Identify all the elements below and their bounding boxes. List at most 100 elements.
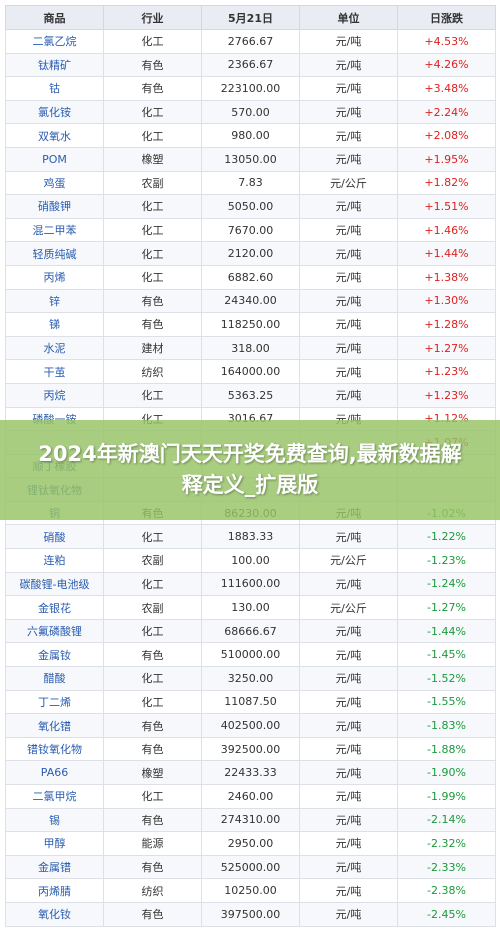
table-row: 干茧 纺织 164000.00 元/吨 +1.23% [5,359,496,384]
change-cell: +1.38% [397,264,496,290]
header-daily-change: 日涨跌 [397,5,496,30]
sector-cell: 化工 [103,666,202,691]
unit-cell: 元/公斤 [299,170,398,196]
sector-cell: 有色 [103,736,202,762]
unit-cell: 元/吨 [299,831,398,856]
header-sector: 行业 [103,5,202,30]
price-cell: 402500.00 [201,713,300,738]
table-row: 轻质纯碱 化工 2120.00 元/吨 +1.44% [5,241,496,266]
change-cell: +1.44% [397,241,496,266]
price-cell: 397500.00 [201,901,300,927]
sector-cell: 化工 [103,99,202,125]
commodity-name-cell: 氯化铵 [5,99,104,125]
sector-cell: 有色 [103,807,202,833]
price-cell: 2120.00 [201,241,300,266]
unit-cell: 元/吨 [299,642,398,668]
table-header-row: 商品 行业 5月21日 单位 日涨跌 [5,5,496,30]
price-cell: 11087.50 [201,689,300,715]
commodity-name-cell: 醋酸 [5,666,104,691]
sector-cell: 化工 [103,784,202,809]
commodity-name-cell: 丙烷 [5,382,104,408]
commodity-name-cell: 硝酸钾 [5,194,104,219]
price-cell: 130.00 [201,595,300,620]
change-cell: -2.14% [397,807,496,833]
unit-cell: 元/吨 [299,123,398,148]
sector-cell: 纺织 [103,878,202,903]
price-cell: 7.83 [201,170,300,196]
price-cell: 100.00 [201,548,300,573]
unit-cell: 元/吨 [299,666,398,691]
sector-cell: 能源 [103,831,202,856]
sector-cell: 农副 [103,595,202,620]
unit-cell: 元/吨 [299,194,398,219]
table-row: 丙烯腈 纺织 10250.00 元/吨 -2.38% [5,878,496,903]
table-row: 硝酸钾 化工 5050.00 元/吨 +1.51% [5,194,496,219]
commodity-name-cell: 轻质纯碱 [5,241,104,266]
commodity-name-cell: 金银花 [5,595,104,620]
commodity-name-cell: 镨钕氧化物 [5,736,104,762]
table-row: 氧化镨 有色 402500.00 元/吨 -1.83% [5,713,496,738]
unit-cell: 元/吨 [299,760,398,785]
unit-cell: 元/公斤 [299,595,398,620]
sector-cell: 化工 [103,382,202,408]
price-cell: 2460.00 [201,784,300,809]
commodity-name-cell: 碳酸锂-电池级 [5,571,104,597]
sector-cell: 有色 [103,901,202,927]
price-cell: 525000.00 [201,854,300,880]
table-row: 醋酸 化工 3250.00 元/吨 -1.52% [5,666,496,691]
commodity-name-cell: 甲醇 [5,831,104,856]
price-cell: 2950.00 [201,831,300,856]
unit-cell: 元/吨 [299,618,398,644]
commodity-name-cell: 二氯甲烷 [5,784,104,809]
table-row: POM 橡塑 13050.00 元/吨 +1.95% [5,146,496,172]
header-date-price: 5月21日 [201,5,300,30]
unit-cell: 元/吨 [299,784,398,809]
table-row: 碳酸锂-电池级 化工 111600.00 元/吨 -1.24% [5,571,496,597]
change-cell: +1.23% [397,359,496,384]
table-row: 金银花 农副 130.00 元/公斤 -1.27% [5,595,496,620]
change-cell: +1.23% [397,382,496,408]
price-cell: 13050.00 [201,146,300,172]
unit-cell: 元/吨 [299,736,398,762]
commodity-name-cell: 钛精矿 [5,52,104,78]
table-row: 六氟磷酸锂 化工 68666.67 元/吨 -1.44% [5,618,496,644]
change-cell: -2.32% [397,831,496,856]
table-row: 镨钕氧化物 有色 392500.00 元/吨 -1.88% [5,736,496,762]
commodity-name-cell: 混二甲苯 [5,217,104,243]
change-cell: +1.46% [397,217,496,243]
price-cell: 2366.67 [201,52,300,78]
sector-cell: 有色 [103,288,202,314]
change-cell: +1.28% [397,312,496,337]
commodity-name-cell: 二氯乙烷 [5,29,104,54]
table-row: 锌有色 24340.00 元/吨 +1.30% [5,288,496,314]
table-row: 鸡蛋 农副 7.83 元/公斤 +1.82% [5,170,496,196]
price-cell: 223100.00 [201,76,300,101]
table-row: 二氯甲烷 化工 2460.00 元/吨 -1.99% [5,784,496,809]
sector-cell: 化工 [103,689,202,715]
commodity-name-cell: 金属钕 [5,642,104,668]
unit-cell: 元/吨 [299,854,398,880]
price-cell: 980.00 [201,123,300,148]
overlay-banner: 2024年新澳门天天开奖免费查询,最新数据解释定义_扩展版 [0,420,500,520]
change-cell: -1.22% [397,524,496,550]
sector-cell: 化工 [103,618,202,644]
commodity-name-cell: 钴 [5,76,104,101]
sector-cell: 农副 [103,548,202,573]
price-cell: 22433.33 [201,760,300,785]
unit-cell: 元/吨 [299,241,398,266]
change-cell: -1.44% [397,618,496,644]
table-row: 钛精矿 有色 2366.67 元/吨 +4.26% [5,52,496,78]
change-cell: +1.27% [397,335,496,361]
sector-cell: 有色 [103,642,202,668]
unit-cell: 元/吨 [299,335,398,361]
sector-cell: 化工 [103,123,202,148]
change-cell: -1.23% [397,548,496,573]
unit-cell: 元/吨 [299,571,398,597]
change-cell: -1.99% [397,784,496,809]
price-cell: 118250.00 [201,312,300,337]
price-cell: 164000.00 [201,359,300,384]
unit-cell: 元/吨 [299,524,398,550]
price-cell: 510000.00 [201,642,300,668]
sector-cell: 有色 [103,312,202,337]
sector-cell: 橡塑 [103,760,202,785]
